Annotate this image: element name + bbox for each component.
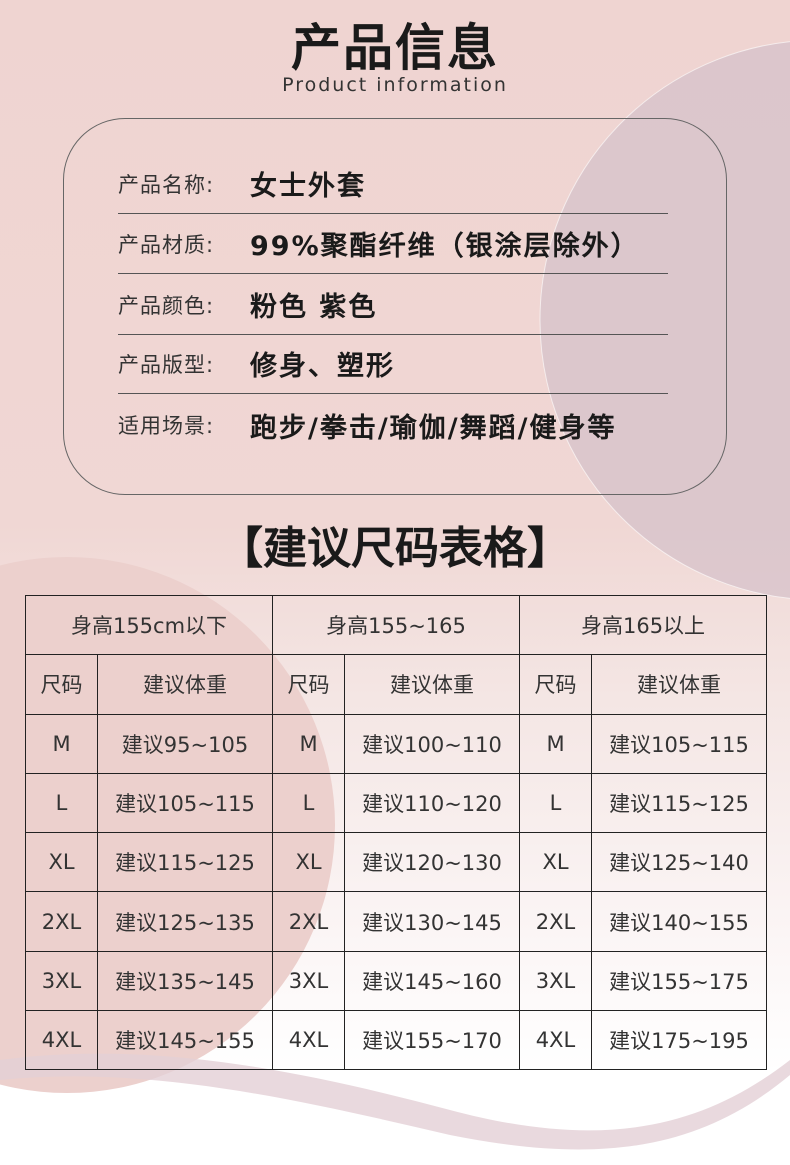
table-row: 4XL 建议145~155 4XL 建议155~170 4XL 建议175~195 [25, 1010, 768, 1071]
page-title: 产品信息 [291, 19, 499, 77]
weight-cell: 建议120~130 [343, 832, 521, 893]
info-label: 产品颜色: [118, 293, 215, 318]
size-cell: M [272, 713, 345, 774]
decorative-circle-right [539, 41, 790, 599]
weight-cell: 建议145~160 [343, 950, 521, 1012]
info-value: 修身、塑形 [250, 351, 395, 382]
size-cell: L [519, 772, 593, 834]
weight-cell: 建议105~115 [97, 772, 273, 834]
size-cell: L [272, 772, 345, 834]
info-value: 女士外套 [250, 171, 366, 202]
table-row: 2XL 建议125~135 2XL 建议130~145 2XL 建议140~155 [25, 891, 768, 952]
product-info-box [63, 118, 727, 495]
weight-cell: 建议115~125 [97, 832, 273, 893]
weight-cell: 建议145~155 [97, 1010, 273, 1071]
weight-cell: 建议135~145 [97, 950, 273, 1012]
weight-cell: 建议155~170 [343, 1010, 521, 1071]
info-label: 产品名称: [118, 172, 215, 197]
size-cell: 2XL [272, 891, 345, 952]
col-header-weight: 建议体重 [343, 654, 521, 715]
weight-cell: 建议125~135 [97, 891, 273, 952]
weight-cell: 建议95~105 [97, 713, 273, 774]
info-label: 产品版型: [118, 352, 215, 377]
info-row: 适用场景: 跑步/拳击/瑜伽/舞蹈/健身等 [118, 395, 668, 455]
table-row: M 建议95~105 M 建议100~110 M 建议105~115 [25, 713, 768, 774]
size-cell: 3XL [519, 950, 593, 1012]
size-cell: XL [519, 832, 593, 893]
weight-cell: 建议175~195 [591, 1010, 768, 1071]
decorative-wave [0, 1053, 790, 1150]
size-cell: 4XL [519, 1010, 593, 1071]
info-row: 产品名称: 女士外套 [118, 154, 668, 214]
col-header-weight: 建议体重 [97, 654, 273, 715]
height-group-row: 身高155cm以下 身高155~165 身高165以上 [25, 594, 768, 656]
size-cell: L [25, 772, 98, 834]
weight-cell: 建议100~110 [343, 713, 521, 774]
size-cell: 2XL [519, 891, 593, 952]
weight-cell: 建议130~145 [343, 891, 521, 952]
size-cell: 4XL [272, 1010, 345, 1071]
size-chart-title: 【建议尺码表格】 [219, 523, 571, 574]
table-row: L 建议105~115 L 建议110~120 L 建议115~125 [25, 772, 768, 834]
col-header-size: 尺码 [519, 654, 593, 715]
col-header-size: 尺码 [25, 654, 98, 715]
info-label: 适用场景: [118, 414, 215, 438]
group-header: 身高155~165 [271, 594, 521, 656]
weight-cell: 建议115~125 [591, 772, 768, 834]
weight-cell: 建议110~120 [343, 772, 521, 834]
table-row: XL 建议115~125 XL 建议120~130 XL 建议125~140 [25, 832, 768, 893]
weight-cell: 建议155~175 [591, 950, 768, 1012]
size-cell: XL [272, 832, 345, 893]
size-cell: M [519, 713, 593, 774]
size-cell: 3XL [25, 950, 98, 1012]
group-header: 身高165以上 [519, 594, 768, 656]
page-subtitle: Product information [282, 74, 508, 96]
size-cell: 2XL [25, 891, 98, 952]
column-header-row: 尺码 建议体重 尺码 建议体重 尺码 建议体重 [25, 654, 768, 715]
col-header-weight: 建议体重 [591, 654, 768, 715]
weight-cell: 建议105~115 [591, 713, 768, 774]
info-label: 产品材质: [118, 232, 215, 257]
info-row: 产品颜色: 粉色 紫色 [118, 275, 668, 335]
table-row: 3XL 建议135~145 3XL 建议145~160 3XL 建议155~175 [25, 950, 768, 1012]
size-cell: XL [25, 832, 98, 893]
info-value: 99%聚酯纤维（银涂层除外） [250, 231, 640, 262]
col-header-size: 尺码 [272, 654, 345, 715]
weight-cell: 建议140~155 [591, 891, 768, 952]
info-row: 产品版型: 修身、塑形 [118, 334, 668, 394]
group-header: 身高155cm以下 [25, 594, 273, 656]
info-value: 粉色 紫色 [250, 292, 378, 323]
info-row: 产品材质: 99%聚酯纤维（银涂层除外） [118, 214, 668, 274]
size-cell: 3XL [272, 950, 345, 1012]
weight-cell: 建议125~140 [591, 832, 768, 893]
size-cell: 4XL [25, 1010, 98, 1071]
size-chart-table: 身高155cm以下 身高155~165 身高165以上 尺码 建议体重 尺码 建… [25, 594, 768, 1071]
size-cell: M [25, 713, 98, 774]
info-value: 跑步/拳击/瑜伽/舞蹈/健身等 [250, 412, 617, 444]
